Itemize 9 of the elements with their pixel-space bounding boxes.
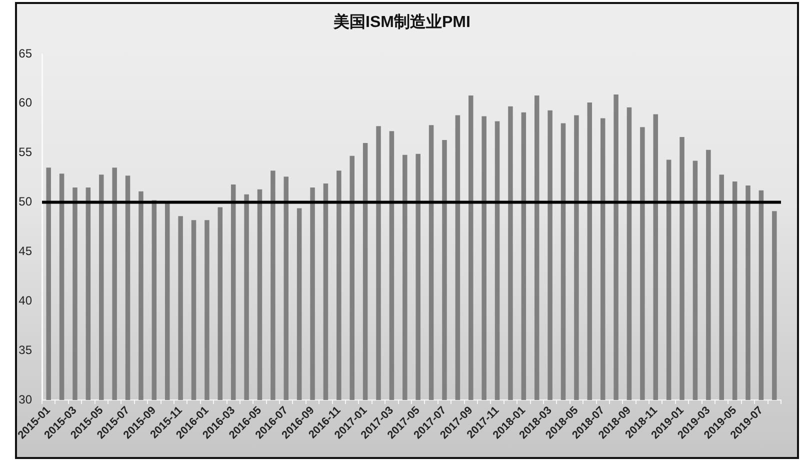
y-tick-label: 45 xyxy=(18,244,32,258)
y-tick-label: 60 xyxy=(18,96,32,110)
y-tick-label: 55 xyxy=(18,145,32,160)
chart-title: 美国ISM制造业PMI xyxy=(332,12,472,33)
y-tick-label: 40 xyxy=(18,293,32,308)
y-tick-label: 35 xyxy=(18,342,32,357)
y-tick-label: 30 xyxy=(18,392,32,406)
y-tick-label: 65 xyxy=(18,46,32,60)
y-tick-label: 50 xyxy=(18,194,32,209)
